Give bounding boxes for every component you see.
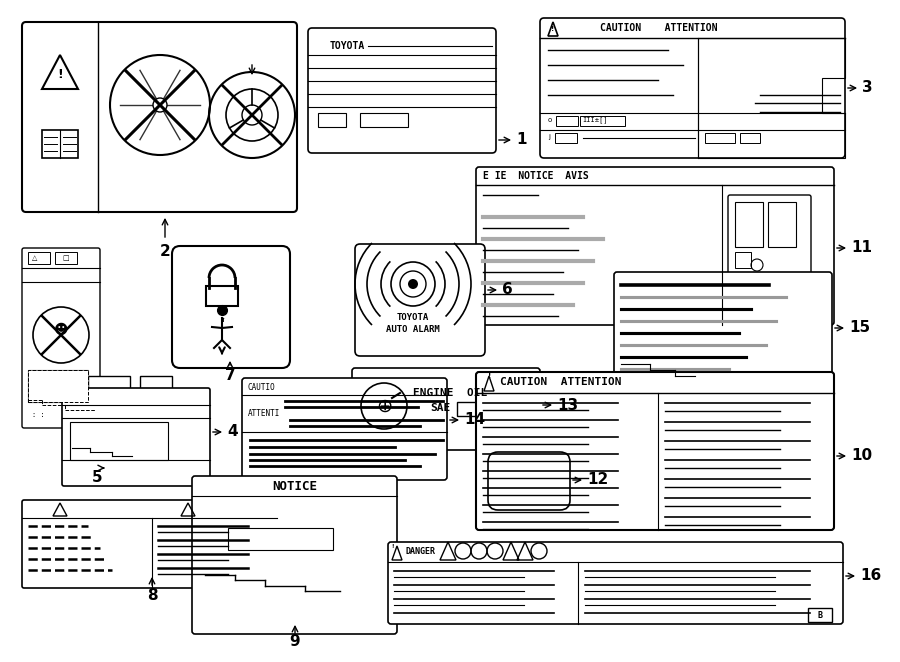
Bar bbox=[705, 133, 735, 143]
Text: !: ! bbox=[489, 373, 491, 379]
Bar bbox=[55, 252, 77, 264]
Bar bbox=[492, 402, 524, 416]
Text: CAUTIO: CAUTIO bbox=[248, 383, 275, 391]
Bar bbox=[42, 130, 78, 158]
FancyBboxPatch shape bbox=[388, 542, 843, 624]
Text: 1: 1 bbox=[516, 132, 526, 148]
Bar bbox=[28, 370, 88, 402]
Text: 6: 6 bbox=[502, 283, 513, 297]
Text: ⊕: ⊕ bbox=[376, 397, 392, 416]
FancyBboxPatch shape bbox=[242, 378, 447, 480]
Bar bbox=[457, 402, 487, 416]
Text: j: j bbox=[548, 134, 550, 140]
Bar bbox=[28, 252, 50, 264]
Text: 4: 4 bbox=[227, 424, 238, 440]
Text: 12: 12 bbox=[587, 473, 608, 487]
Circle shape bbox=[408, 279, 418, 289]
Text: CAUTION    ATTENTION: CAUTION ATTENTION bbox=[600, 23, 717, 33]
Text: SAE: SAE bbox=[430, 403, 450, 413]
FancyBboxPatch shape bbox=[352, 368, 540, 450]
Text: 9: 9 bbox=[290, 634, 301, 649]
FancyBboxPatch shape bbox=[614, 272, 832, 394]
Text: : :: : : bbox=[32, 412, 44, 418]
Text: NOTICE: NOTICE bbox=[273, 479, 318, 493]
Bar bbox=[556, 116, 578, 126]
Bar bbox=[555, 133, 577, 143]
Bar bbox=[206, 286, 238, 306]
Bar bbox=[28, 370, 88, 402]
Bar bbox=[140, 376, 172, 390]
Text: 10: 10 bbox=[851, 448, 872, 463]
Bar bbox=[735, 252, 751, 268]
FancyBboxPatch shape bbox=[192, 476, 397, 634]
Bar bbox=[88, 376, 130, 390]
Text: TOYOTA: TOYOTA bbox=[330, 41, 365, 51]
Text: B: B bbox=[817, 610, 823, 620]
Text: 7: 7 bbox=[225, 367, 235, 383]
Bar bbox=[768, 202, 796, 247]
Text: 5: 5 bbox=[92, 471, 103, 485]
FancyBboxPatch shape bbox=[728, 195, 811, 303]
Text: E IE  NOTICE  AVIS: E IE NOTICE AVIS bbox=[483, 171, 589, 181]
Bar bbox=[580, 116, 625, 126]
Bar bbox=[808, 608, 832, 622]
Bar bbox=[740, 133, 760, 143]
Bar bbox=[228, 528, 333, 550]
Text: △: △ bbox=[32, 255, 38, 261]
FancyBboxPatch shape bbox=[62, 388, 210, 486]
Text: 3: 3 bbox=[862, 81, 873, 95]
FancyBboxPatch shape bbox=[355, 244, 485, 356]
Text: !: ! bbox=[57, 68, 63, 81]
Text: 8: 8 bbox=[147, 589, 158, 604]
Text: □: □ bbox=[63, 255, 69, 261]
Text: o: o bbox=[548, 117, 553, 123]
FancyBboxPatch shape bbox=[172, 246, 290, 368]
Text: AUTO ALARM: AUTO ALARM bbox=[386, 326, 440, 334]
FancyBboxPatch shape bbox=[22, 22, 297, 212]
Text: ATTENTI: ATTENTI bbox=[248, 410, 281, 418]
Text: 11: 11 bbox=[851, 240, 872, 256]
Text: 13: 13 bbox=[557, 397, 578, 412]
Circle shape bbox=[153, 98, 167, 112]
Text: CAUTION  ATTENTION: CAUTION ATTENTION bbox=[500, 377, 622, 387]
Text: 14: 14 bbox=[464, 412, 485, 428]
Text: III±[]: III±[] bbox=[582, 117, 608, 123]
FancyBboxPatch shape bbox=[308, 28, 496, 153]
Text: ENGINE  OIL: ENGINE OIL bbox=[413, 388, 487, 398]
FancyBboxPatch shape bbox=[476, 372, 834, 530]
Text: TOYOTA: TOYOTA bbox=[397, 314, 429, 322]
Bar bbox=[70, 422, 168, 460]
Bar bbox=[318, 113, 346, 127]
Text: ☻: ☻ bbox=[54, 323, 68, 337]
Text: !: ! bbox=[552, 26, 554, 32]
Text: 15: 15 bbox=[849, 320, 870, 336]
FancyBboxPatch shape bbox=[540, 18, 845, 158]
FancyBboxPatch shape bbox=[488, 452, 570, 510]
Text: DANGER: DANGER bbox=[405, 547, 435, 555]
Bar bbox=[798, 290, 816, 300]
Bar bbox=[360, 113, 408, 127]
FancyBboxPatch shape bbox=[22, 248, 100, 428]
Text: ⬆: ⬆ bbox=[220, 318, 224, 322]
Text: !: ! bbox=[392, 544, 394, 549]
FancyBboxPatch shape bbox=[476, 167, 834, 325]
Bar bbox=[735, 202, 763, 247]
FancyBboxPatch shape bbox=[22, 500, 277, 588]
Text: 16: 16 bbox=[860, 569, 881, 583]
Text: 2: 2 bbox=[159, 244, 170, 260]
